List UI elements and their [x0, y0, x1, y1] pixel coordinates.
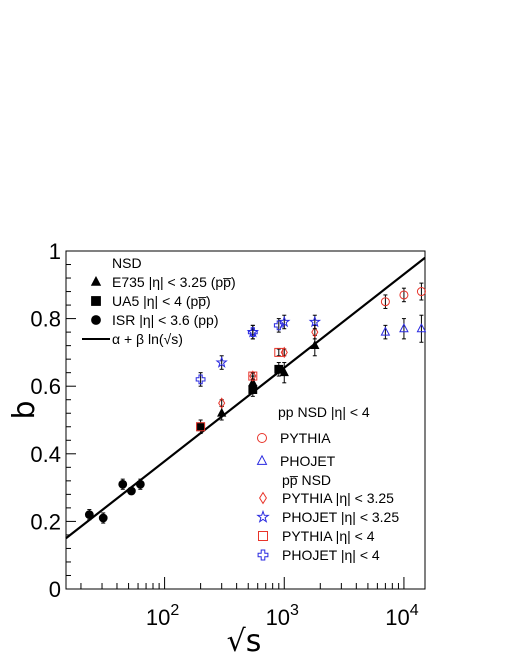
- legend-header: NSD: [112, 255, 142, 271]
- series-6: [215, 314, 322, 370]
- data-point: [215, 355, 228, 368]
- data-point: [196, 422, 206, 432]
- series-1: [196, 362, 284, 435]
- data-point: [249, 370, 257, 382]
- legend-0: NSD E735 |η| < 3.25 (pp̅) UA5 |η| < 4 (pp̅…: [82, 255, 236, 347]
- data-points: [84, 282, 427, 524]
- legend-marker: [90, 275, 102, 286]
- series-8: [195, 318, 284, 387]
- legend-label: E735 |η| < 3.25 (pp̅): [112, 274, 236, 290]
- data-point: [310, 340, 320, 350]
- series-3: [380, 282, 426, 309]
- legend-label: PHOJET |η| < 3.25: [282, 509, 399, 525]
- legend-marker: [257, 433, 267, 443]
- data-point: [280, 346, 288, 359]
- legend-marker: [256, 454, 268, 465]
- y-tick-label: 0.8: [30, 307, 61, 332]
- legend-label: PHOJET |η| < 4: [282, 547, 380, 563]
- series-5: [218, 324, 319, 409]
- series-7: [196, 347, 284, 432]
- fit-line-layer: [65, 256, 426, 540]
- legend-header: pp NSD |η| < 4: [278, 404, 370, 420]
- series-4: [380, 314, 427, 343]
- data-point: [84, 510, 94, 520]
- legend-label: PHOJET: [280, 453, 336, 469]
- legends: NSD E735 |η| < 3.25 (pp̅) UA5 |η| < 4 (pp̅…: [82, 255, 399, 563]
- y-axis: 0 0.2 0.4 0.6 0.8 1: [30, 239, 76, 602]
- series-2: [84, 478, 145, 524]
- y-tick-label: 0.2: [30, 509, 61, 534]
- y-axis-title: b: [7, 400, 42, 419]
- legend-header: pp̅ NSD: [282, 472, 331, 488]
- data-point: [273, 320, 284, 331]
- data-point: [278, 315, 291, 328]
- data-point: [118, 479, 128, 489]
- y-tick-label: 1: [49, 239, 61, 264]
- legend-1: pp NSD |η| < 4 PYTHIA PHOJET: [256, 404, 370, 469]
- x-tick-label: 103: [266, 602, 299, 630]
- legend-marker: [258, 531, 268, 541]
- legend-label: UA5 |η| < 4 (pp̅): [112, 293, 211, 309]
- data-point: [311, 326, 319, 338]
- data-point: [127, 486, 136, 496]
- data-point: [247, 327, 258, 337]
- data-point: [416, 323, 427, 333]
- x-tick-label: 102: [146, 602, 179, 630]
- data-point: [248, 385, 258, 394]
- legend-marker: [91, 315, 101, 325]
- y-tick-label: 0: [49, 577, 61, 602]
- plot-border: [65, 250, 426, 590]
- data-point: [308, 315, 322, 328]
- data-point: [416, 287, 426, 297]
- x-tick-label: 104: [385, 602, 418, 630]
- data-point: [135, 479, 145, 489]
- data-point: [274, 347, 284, 357]
- x-axis-title: √s: [227, 624, 262, 659]
- data-point: [399, 323, 409, 333]
- legend-label: PYTHIA |η| < 4: [282, 528, 375, 544]
- data-point: [380, 297, 390, 307]
- legend-label: PYTHIA |η| < 3.25: [282, 490, 394, 506]
- data-point: [195, 374, 206, 385]
- legend-marker: [259, 491, 267, 505]
- legend-label: α + β ln(√s): [112, 331, 183, 347]
- data-point: [217, 407, 227, 417]
- y-tick-label: 0.4: [30, 442, 61, 467]
- data-point: [248, 371, 258, 381]
- data-point: [218, 397, 226, 409]
- x-axis: 102 103 104: [80, 577, 419, 630]
- legend-label: ISR |η| < 3.6 (pp): [112, 312, 219, 328]
- legend-2: pp̅ NSD PYTHIA |η| < 3.25 PHOJET |η| < 3.2…: [256, 472, 399, 563]
- legend-marker: [91, 296, 101, 306]
- data-point: [274, 364, 284, 374]
- plot-frame: [65, 250, 426, 590]
- data-point: [380, 326, 391, 336]
- fit-line: [65, 256, 426, 540]
- y-tick-label: 0.6: [30, 374, 61, 399]
- legend-marker: [257, 549, 269, 561]
- data-point: [399, 290, 409, 300]
- data-point: [98, 513, 108, 523]
- legend-marker: [256, 509, 270, 523]
- legend-label: PYTHIA: [280, 430, 331, 446]
